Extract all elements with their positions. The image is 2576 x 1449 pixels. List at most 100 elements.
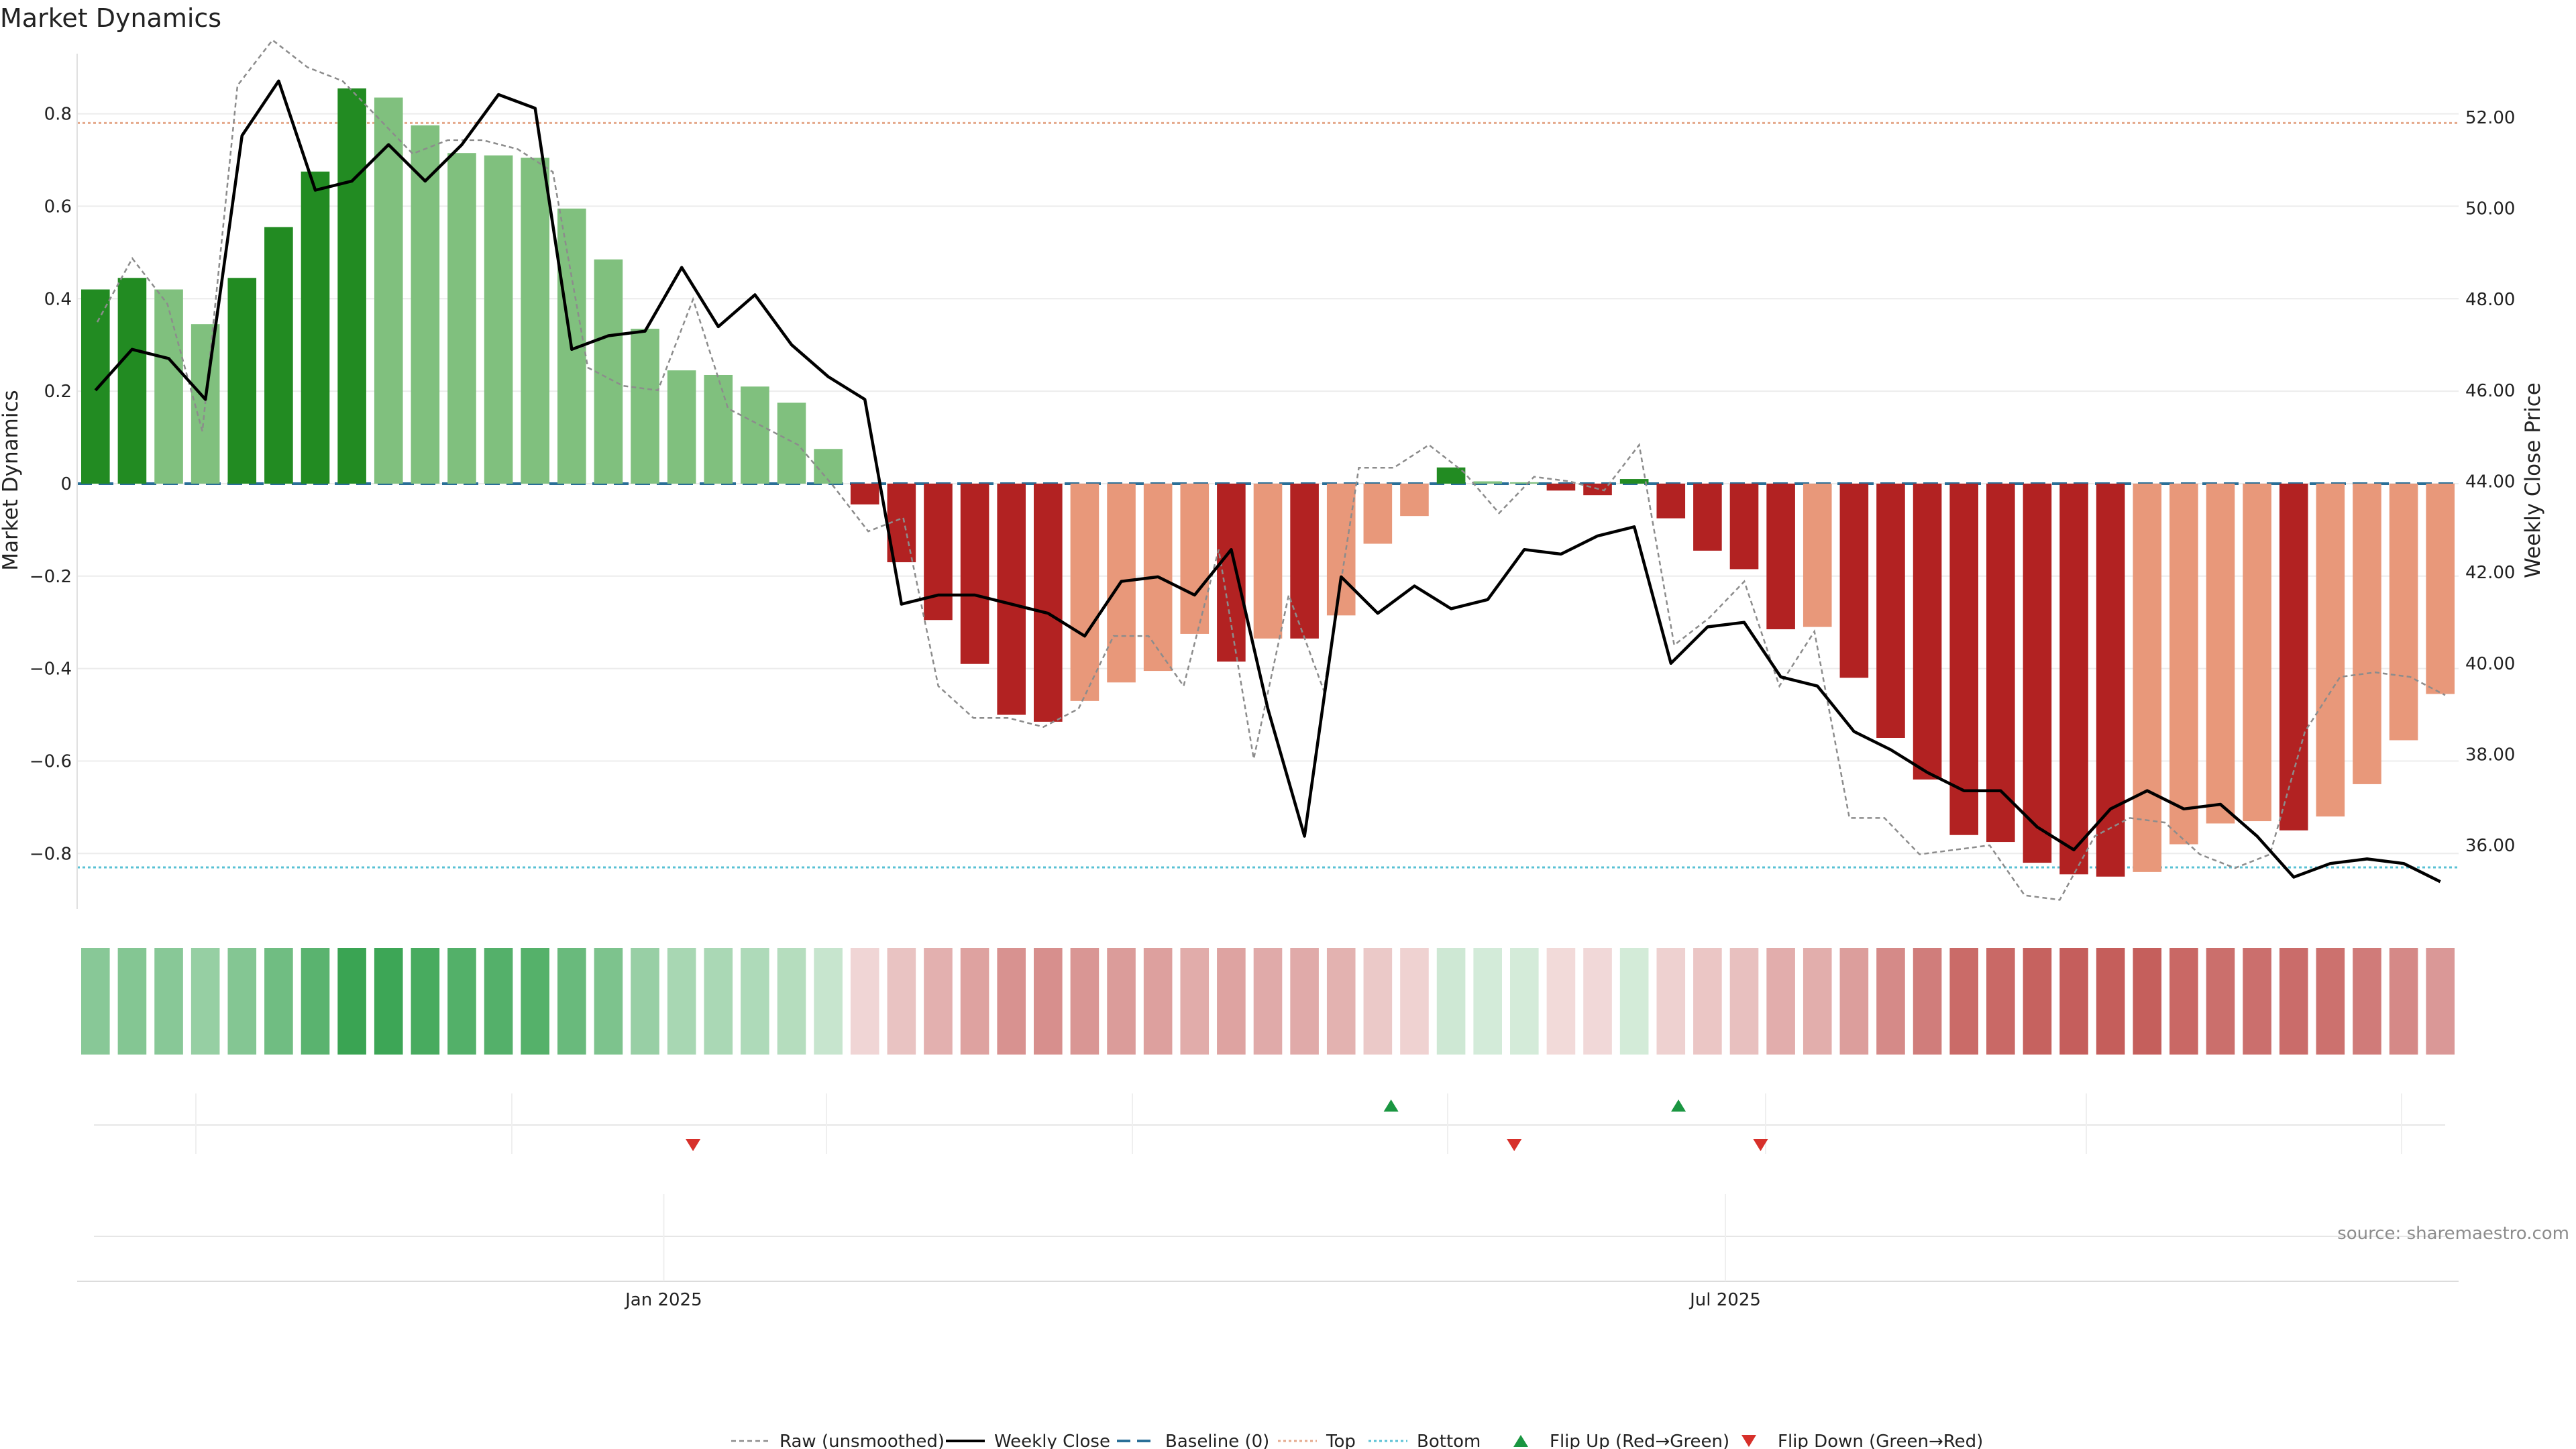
- heat-cell: [1949, 948, 1978, 1055]
- momentum-bar: [960, 483, 989, 664]
- momentum-bar: [81, 289, 110, 484]
- heat-cell: [2059, 948, 2088, 1055]
- y2-tick-label: 38.00: [2465, 745, 2515, 765]
- heat-cell: [447, 948, 476, 1055]
- flip-down-marker: [686, 1139, 701, 1151]
- flip-up-marker: [1383, 1099, 1399, 1112]
- momentum-bar: [2023, 483, 2052, 863]
- y2-tick-label: 48.00: [2465, 290, 2515, 310]
- heat-cell: [484, 948, 513, 1055]
- heat-cell: [1876, 948, 1905, 1055]
- heat-strip: [81, 948, 2455, 1055]
- y-tick-label: 0.2: [44, 382, 72, 402]
- y-tick-label: −0.6: [30, 751, 72, 771]
- momentum-bar: [337, 88, 366, 484]
- heat-cell: [1913, 948, 1942, 1055]
- momentum-bar: [117, 278, 147, 484]
- heat-cell: [1107, 948, 1136, 1055]
- raw-unsmoothed-line: [96, 38, 2446, 901]
- heat-cell: [1473, 948, 1502, 1055]
- heat-cell: [2279, 948, 2308, 1055]
- heat-cell: [924, 948, 953, 1055]
- momentum-bar: [2096, 483, 2125, 877]
- momentum-bar: [2279, 483, 2308, 830]
- momentum-bar: [1656, 483, 1686, 519]
- price-lines: [94, 38, 2446, 901]
- momentum-bar: [924, 483, 953, 621]
- heat-cell: [117, 948, 147, 1055]
- momentum-bar: [1400, 483, 1429, 517]
- heat-cell: [1436, 948, 1466, 1055]
- heat-cell: [191, 948, 220, 1055]
- heat-cell: [2353, 948, 2381, 1055]
- heat-cell: [521, 948, 549, 1055]
- x-tick-label: Jul 2025: [1688, 1290, 1761, 1310]
- y-tick-label: 0.8: [44, 105, 72, 125]
- heat-cell: [1180, 948, 1210, 1055]
- heat-cell: [2316, 948, 2345, 1055]
- heat-cell: [1729, 948, 1759, 1055]
- heat-cell: [594, 948, 623, 1055]
- momentum-bar: [2133, 483, 2162, 872]
- momentum-bar: [1986, 483, 2015, 843]
- x-tick-label: Jan 2025: [624, 1290, 702, 1310]
- y2-tick-label: 40.00: [2465, 654, 2515, 674]
- heat-cell: [2426, 948, 2455, 1055]
- y-axis-label: Market Dynamics: [0, 390, 23, 570]
- momentum-bar: [1729, 483, 1759, 570]
- legend-label: Raw (unsmoothed): [780, 1432, 945, 1449]
- momentum-bar: [850, 483, 879, 504]
- momentum-bar: [2426, 483, 2455, 694]
- momentum-bar: [447, 153, 476, 484]
- momentum-bar: [1326, 483, 1356, 616]
- y2-tick-label: 50.00: [2465, 199, 2515, 219]
- momentum-bar: [1619, 479, 1649, 484]
- momentum-bar: [2169, 483, 2198, 845]
- y-tick-label: 0.4: [44, 289, 72, 309]
- y2-tick-label: 36.00: [2465, 836, 2515, 856]
- chart-title: Market Dynamics: [0, 3, 221, 33]
- y-tick-label: −0.8: [30, 844, 72, 864]
- momentum-bar: [1546, 483, 1576, 491]
- heat-cell: [2133, 948, 2162, 1055]
- momentum-bar: [1913, 483, 1942, 780]
- legend: Raw (unsmoothed) Weekly Close Baseline (0)…: [731, 1432, 1983, 1449]
- y-tick-label: −0.4: [30, 659, 72, 680]
- momentum-bar: [484, 155, 513, 484]
- heat-cell: [81, 948, 110, 1055]
- heat-cell: [2389, 948, 2418, 1055]
- heat-cell: [814, 948, 843, 1055]
- heat-cell: [411, 948, 440, 1055]
- heat-cell: [2096, 948, 2125, 1055]
- momentum-bar: [1693, 483, 1722, 551]
- y-tick-label: −0.2: [30, 567, 72, 587]
- heat-cell: [374, 948, 403, 1055]
- heat-cell: [1217, 948, 1246, 1055]
- momentum-bar: [2059, 483, 2088, 875]
- y2-tick-label: 44.00: [2465, 472, 2515, 492]
- momentum-bar: [1510, 482, 1539, 484]
- y2-tick-label: 42.00: [2465, 563, 2515, 583]
- legend-label: Top: [1326, 1432, 1356, 1449]
- y2-tick-label: 52.00: [2465, 108, 2515, 128]
- momentum-bar: [1290, 483, 1319, 639]
- heat-cell: [741, 948, 769, 1055]
- momentum-bar: [1949, 483, 1978, 835]
- legend-label: Weekly Close: [994, 1432, 1110, 1449]
- heat-cell: [1510, 948, 1539, 1055]
- heat-cell: [1400, 948, 1429, 1055]
- heat-cell: [1803, 948, 1832, 1055]
- heat-cell: [1290, 948, 1319, 1055]
- heat-cell: [1693, 948, 1722, 1055]
- momentum-bar: [1803, 483, 1832, 627]
- momentum-bar: [1180, 483, 1210, 634]
- momentum-bar: [2389, 483, 2418, 741]
- momentum-bar: [814, 449, 843, 484]
- heat-cell: [1583, 948, 1612, 1055]
- momentum-bar: [301, 171, 330, 484]
- legend-label: Flip Up (Red→Green): [1550, 1432, 1729, 1449]
- heat-cell: [704, 948, 733, 1055]
- momentum-bar: [227, 278, 257, 484]
- heat-cell: [2206, 948, 2235, 1055]
- heat-cell: [227, 948, 257, 1055]
